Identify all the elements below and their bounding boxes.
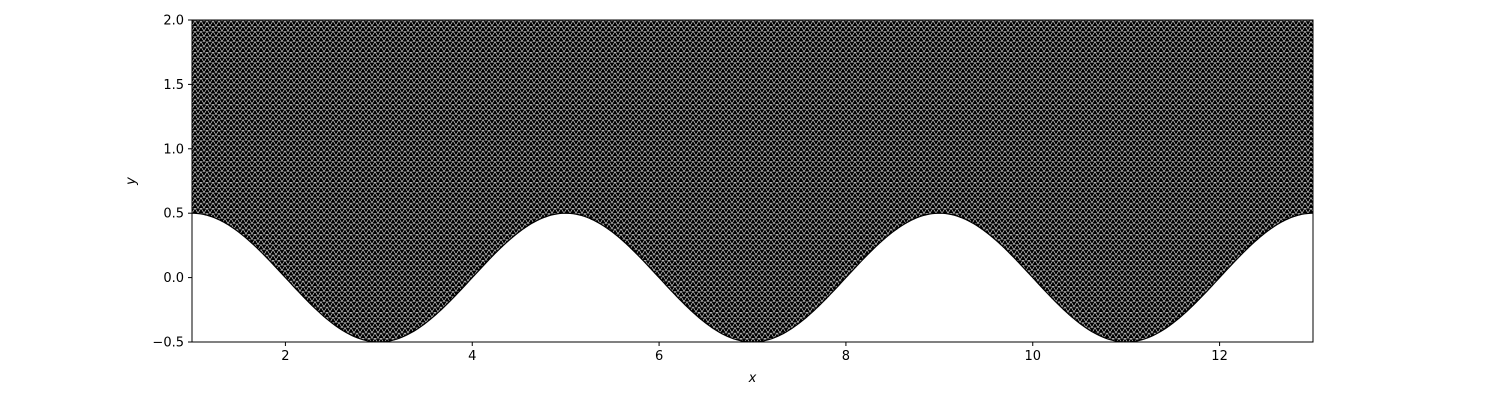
axes-frame bbox=[191, 19, 1314, 343]
x-tick-label: 2 bbox=[281, 349, 289, 364]
y-tick-label: 2.0 bbox=[163, 14, 184, 29]
y-tick-label: 0.5 bbox=[163, 207, 184, 222]
plot-area bbox=[192, 20, 1313, 342]
x-axis-label: x bbox=[748, 371, 757, 386]
mesh-region bbox=[192, 20, 1313, 342]
x-tick-label: 6 bbox=[655, 349, 663, 364]
y-tick-label: 1.0 bbox=[163, 142, 184, 157]
x-tick-label: 4 bbox=[468, 349, 476, 364]
x-tick-label: 10 bbox=[1024, 349, 1041, 364]
y-tick-label: 0.0 bbox=[163, 271, 184, 286]
x-tick-label: 12 bbox=[1211, 349, 1228, 364]
axes: 2 4 6 8 10 12 −0.5 0.0 0.5 1.0 1.5 2.0 bbox=[152, 14, 1314, 364]
y-tick-label: 1.5 bbox=[163, 78, 184, 93]
x-tick-label: 8 bbox=[842, 349, 850, 364]
y-axis-label: y bbox=[124, 177, 139, 186]
y-tick-label: −0.5 bbox=[152, 336, 184, 351]
